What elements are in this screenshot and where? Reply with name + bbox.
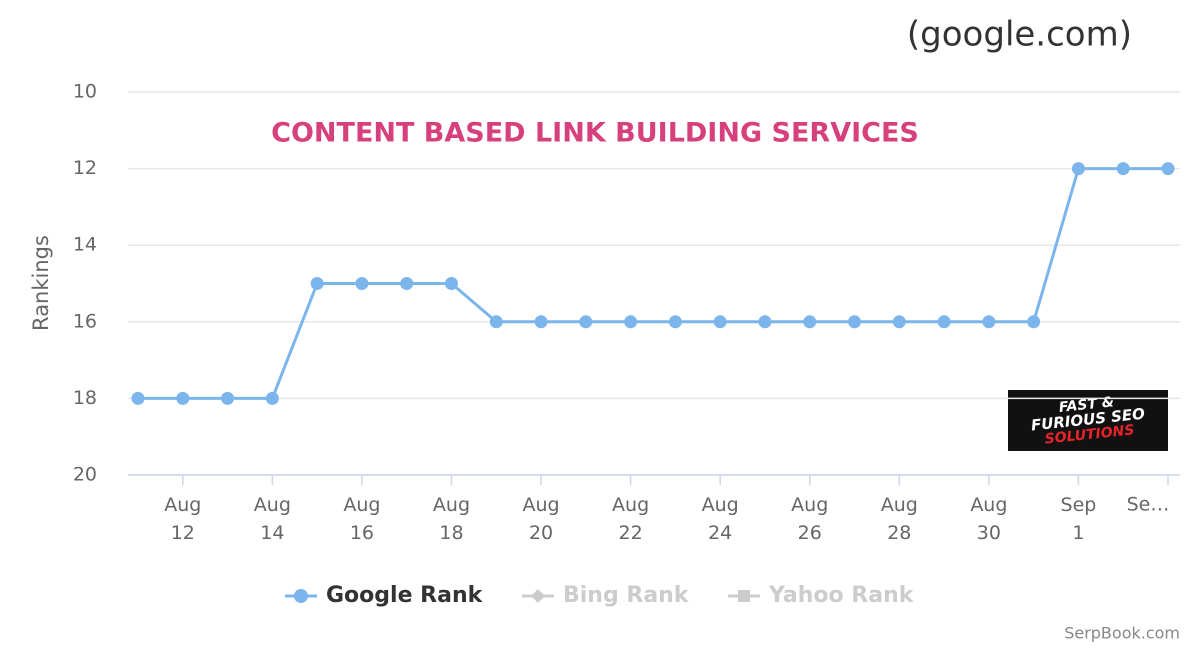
point: [489, 315, 503, 329]
point: [579, 315, 593, 329]
point: [131, 391, 145, 405]
x-tick-label: Aug 12: [164, 494, 201, 544]
y-tick-label: 10: [73, 81, 97, 103]
x-tick-label: Aug 24: [702, 494, 739, 544]
point: [534, 315, 548, 329]
point: [624, 315, 638, 329]
y-tick-label: 16: [73, 310, 97, 332]
point: [1071, 162, 1085, 176]
series-line: [138, 167, 1168, 400]
point: [937, 315, 951, 329]
point: [758, 315, 772, 329]
legend-marker: [531, 589, 545, 603]
x-tick-label: Se…: [1127, 494, 1170, 516]
point: [803, 315, 817, 329]
point: [310, 277, 324, 290]
legend-label: Yahoo Rank: [768, 583, 915, 608]
point: [176, 391, 190, 405]
x-tick-label: Aug 20: [522, 494, 559, 544]
point: [355, 277, 369, 290]
point: [848, 315, 862, 329]
x-tick-label: Sep 1: [1061, 494, 1097, 544]
legend-item[interactable]: Yahoo Rank: [728, 583, 915, 608]
chart-title: CONTENT BASED LINK BUILDING SERVICES: [271, 118, 919, 149]
point: [1027, 315, 1041, 329]
legend-label: Google Rank: [326, 583, 484, 608]
logo: FAST & FURIOUS SEO SOLUTIONS: [1008, 390, 1168, 451]
y-tick-label: 18: [73, 387, 97, 409]
x-tick-label: Aug 28: [881, 494, 918, 544]
legend-item[interactable]: Bing Rank: [522, 583, 690, 608]
y-tick-label: 14: [73, 234, 97, 256]
point: [668, 315, 682, 329]
point: [221, 391, 235, 405]
x-tick-label: Aug 30: [970, 494, 1007, 544]
legend-marker: [738, 590, 750, 602]
point: [892, 315, 906, 329]
y-axis-label: Rankings: [29, 235, 53, 331]
point: [713, 315, 727, 329]
logo-background: [1008, 390, 1168, 451]
y-tick-label: 12: [73, 157, 97, 179]
x-tick-label: Aug 18: [433, 494, 470, 544]
point: [265, 391, 279, 405]
x-tick-label: Aug 14: [254, 494, 291, 544]
x-tick-label: Aug 26: [791, 494, 828, 544]
x-tick-label: Aug 16: [343, 494, 380, 544]
y-tick-label: 20: [73, 464, 97, 486]
point: [1116, 162, 1130, 176]
legend-item[interactable]: Google Rank: [285, 583, 484, 608]
x-tick-label: Aug 22: [612, 494, 649, 544]
point: [1161, 162, 1175, 176]
point: [444, 277, 458, 290]
point: [400, 277, 414, 290]
point: [982, 315, 996, 329]
credit: SerpBook.com: [1064, 624, 1180, 643]
header: (google.com): [907, 15, 1132, 55]
legend-label: Bing Rank: [563, 583, 690, 608]
legend-marker: [294, 589, 308, 603]
logo-text: FAST &: [1058, 394, 1115, 416]
